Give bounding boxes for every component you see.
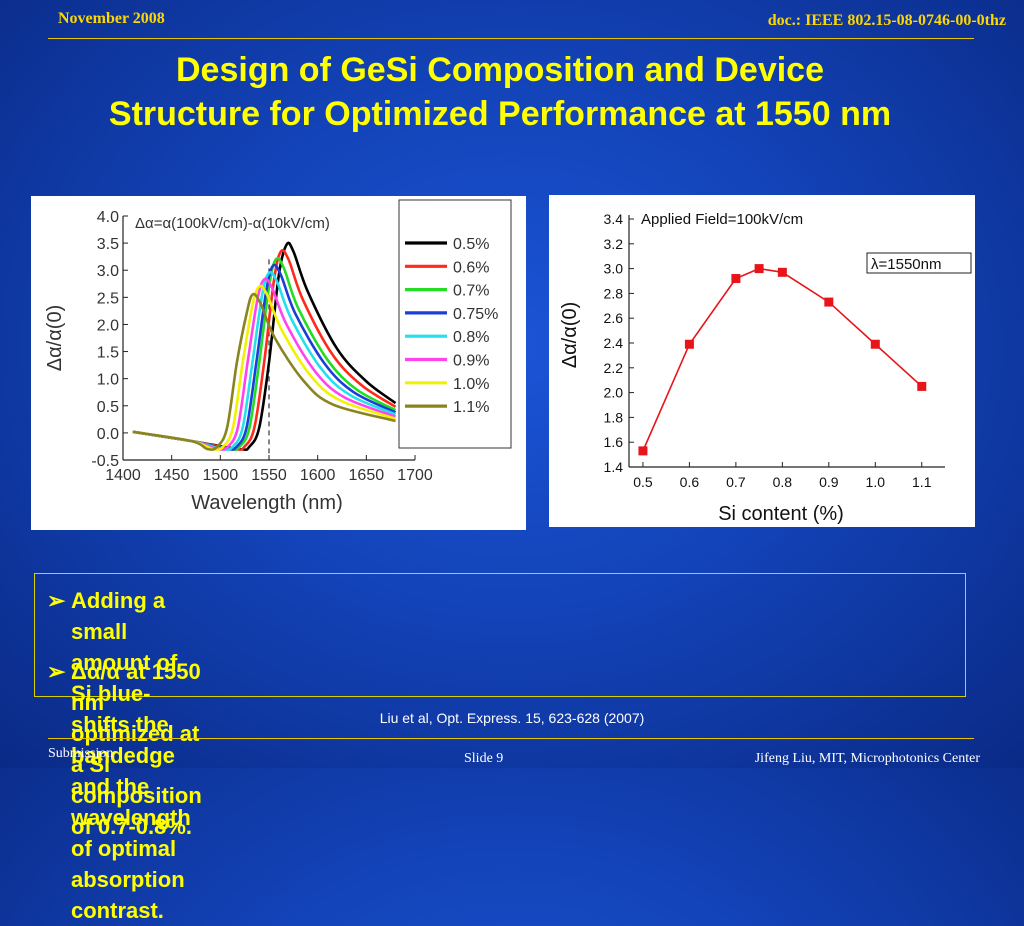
y-tick-label: 1.4 bbox=[604, 459, 624, 475]
x-tick-label: 1700 bbox=[397, 467, 433, 484]
y-tick-label: 1.8 bbox=[604, 409, 624, 425]
series-line bbox=[642, 267, 923, 452]
y-tick-label: 3.0 bbox=[604, 261, 624, 277]
y-tick-label: 1.0 bbox=[97, 372, 119, 389]
left-chart-panel: -0.5 0.0 0.5 1.0 1.5 2.0 2.5 3.0 3.5 4.0 1400 1450 1… bbox=[31, 196, 526, 530]
data-point bbox=[754, 264, 764, 274]
x-axis-label: Si content (%) bbox=[718, 503, 844, 525]
data-point bbox=[824, 297, 834, 307]
legend-label: 0.7% bbox=[453, 283, 489, 300]
title-line-2: Structure for Optimized Performance at 1… bbox=[108, 95, 892, 133]
y-tick-label: 2.4 bbox=[604, 335, 624, 351]
legend-label: 1.0% bbox=[453, 376, 489, 393]
data-point bbox=[917, 381, 927, 391]
legend-label: 1.1% bbox=[453, 399, 489, 416]
y-tick-label: 3.4 bbox=[604, 211, 624, 227]
y-tick-label: 2.5 bbox=[97, 290, 119, 307]
legend-label: 0.5% bbox=[453, 236, 489, 253]
x-tick-label: 0.6 bbox=[680, 474, 700, 490]
si-content-chart: 1.4 1.6 1.8 2.0 2.2 2.4 2.6 2.8 3.0 3.2 3.4 0.5 0.6 0… bbox=[559, 211, 972, 525]
wavelength-annotation: λ=1550nm bbox=[871, 256, 941, 273]
x-tick-label: 0.7 bbox=[726, 474, 746, 490]
y-tick-label: 3.5 bbox=[97, 236, 119, 253]
footer-submission: Submission bbox=[48, 746, 114, 761]
y-axis-label: Δα/α(0) bbox=[44, 305, 66, 371]
series-line-05 bbox=[132, 241, 397, 451]
x-tick-label: 0.9 bbox=[819, 474, 839, 490]
y-tick-label: 0.5 bbox=[97, 399, 119, 416]
y-tick-label: 1.5 bbox=[97, 345, 119, 362]
data-point bbox=[731, 274, 741, 284]
citation: Liu et al, Opt. Express. 15, 623-628 (20… bbox=[379, 710, 645, 726]
x-tick-label: 1650 bbox=[349, 467, 385, 484]
legend-label: 0.8% bbox=[453, 329, 489, 346]
data-point bbox=[777, 267, 787, 277]
x-tick-label: 1400 bbox=[105, 467, 141, 484]
y-axis-label: Δα/α(0) bbox=[559, 302, 581, 368]
data-point bbox=[638, 446, 648, 456]
y-tick-label: 4.0 bbox=[97, 209, 119, 226]
series-line-11 bbox=[132, 292, 396, 451]
y-tick-label: -0.5 bbox=[91, 453, 119, 470]
y-tick-label: 2.6 bbox=[604, 310, 624, 326]
arrow-bullet-icon: ➢ bbox=[47, 659, 66, 684]
title-line-1: Design of GeSi Composition and Device bbox=[176, 51, 824, 89]
y-tick-label: 3.0 bbox=[97, 263, 119, 280]
wavelength-label-box bbox=[866, 252, 972, 274]
header-date: November 2008 bbox=[58, 10, 165, 27]
x-tick-label: 0.8 bbox=[773, 474, 793, 490]
y-tick-label: 3.2 bbox=[604, 236, 624, 252]
footer-divider bbox=[48, 738, 974, 739]
y-tick-label: 2.8 bbox=[604, 285, 624, 301]
data-point bbox=[870, 339, 880, 349]
y-tick-label: 0.0 bbox=[97, 426, 119, 443]
legend-label: 0.9% bbox=[453, 353, 489, 370]
y-tick-label: 2.0 bbox=[604, 385, 624, 401]
x-axis-label: Wavelength (nm) bbox=[191, 492, 343, 514]
y-tick-label: 1.6 bbox=[604, 434, 624, 450]
footer-author: Jifeng Liu, MIT, Microphotonics Center bbox=[754, 751, 980, 766]
y-tick-label: 2.0 bbox=[97, 317, 119, 334]
x-tick-label: 1500 bbox=[203, 467, 239, 484]
header-divider bbox=[48, 38, 974, 39]
x-tick-label: 1450 bbox=[154, 467, 190, 484]
x-tick-label: 1.1 bbox=[912, 474, 932, 490]
legend-label: 0.6% bbox=[453, 259, 489, 276]
y-tick-label: 2.2 bbox=[604, 360, 624, 376]
footer-slide-number: Slide 9 bbox=[464, 751, 504, 766]
field-difference-annotation: Δα=α(100kV/cm)-α(10kV/cm) bbox=[135, 215, 330, 232]
slide-title: Design of GeSi Composition and Device St… bbox=[0, 48, 1000, 136]
applied-field-annotation: Applied Field=100kV/cm bbox=[641, 211, 803, 228]
data-point bbox=[684, 339, 694, 349]
x-tick-label: 1.0 bbox=[866, 474, 886, 490]
x-tick-label: 1600 bbox=[300, 467, 336, 484]
legend-label: 0.75% bbox=[453, 306, 498, 323]
bullet-box: ➢ Adding a small amount of Si blue-shift… bbox=[34, 573, 966, 923]
x-tick-label: 0.5 bbox=[633, 474, 653, 490]
wavelength-chart: -0.5 0.0 0.5 1.0 1.5 2.0 2.5 3.0 3.5 4.0 1400 1450 1… bbox=[44, 199, 512, 514]
x-tick-label: 1550 bbox=[251, 467, 287, 484]
header-doc-id: doc.: IEEE 802.15-08-0746-00-0thz bbox=[767, 12, 1006, 29]
right-chart-panel: 1.4 1.6 1.8 2.0 2.2 2.4 2.6 2.8 3.0 3.2 3.4 0.5 0.6 0… bbox=[549, 195, 975, 527]
arrow-bullet-icon: ➢ bbox=[47, 588, 66, 613]
